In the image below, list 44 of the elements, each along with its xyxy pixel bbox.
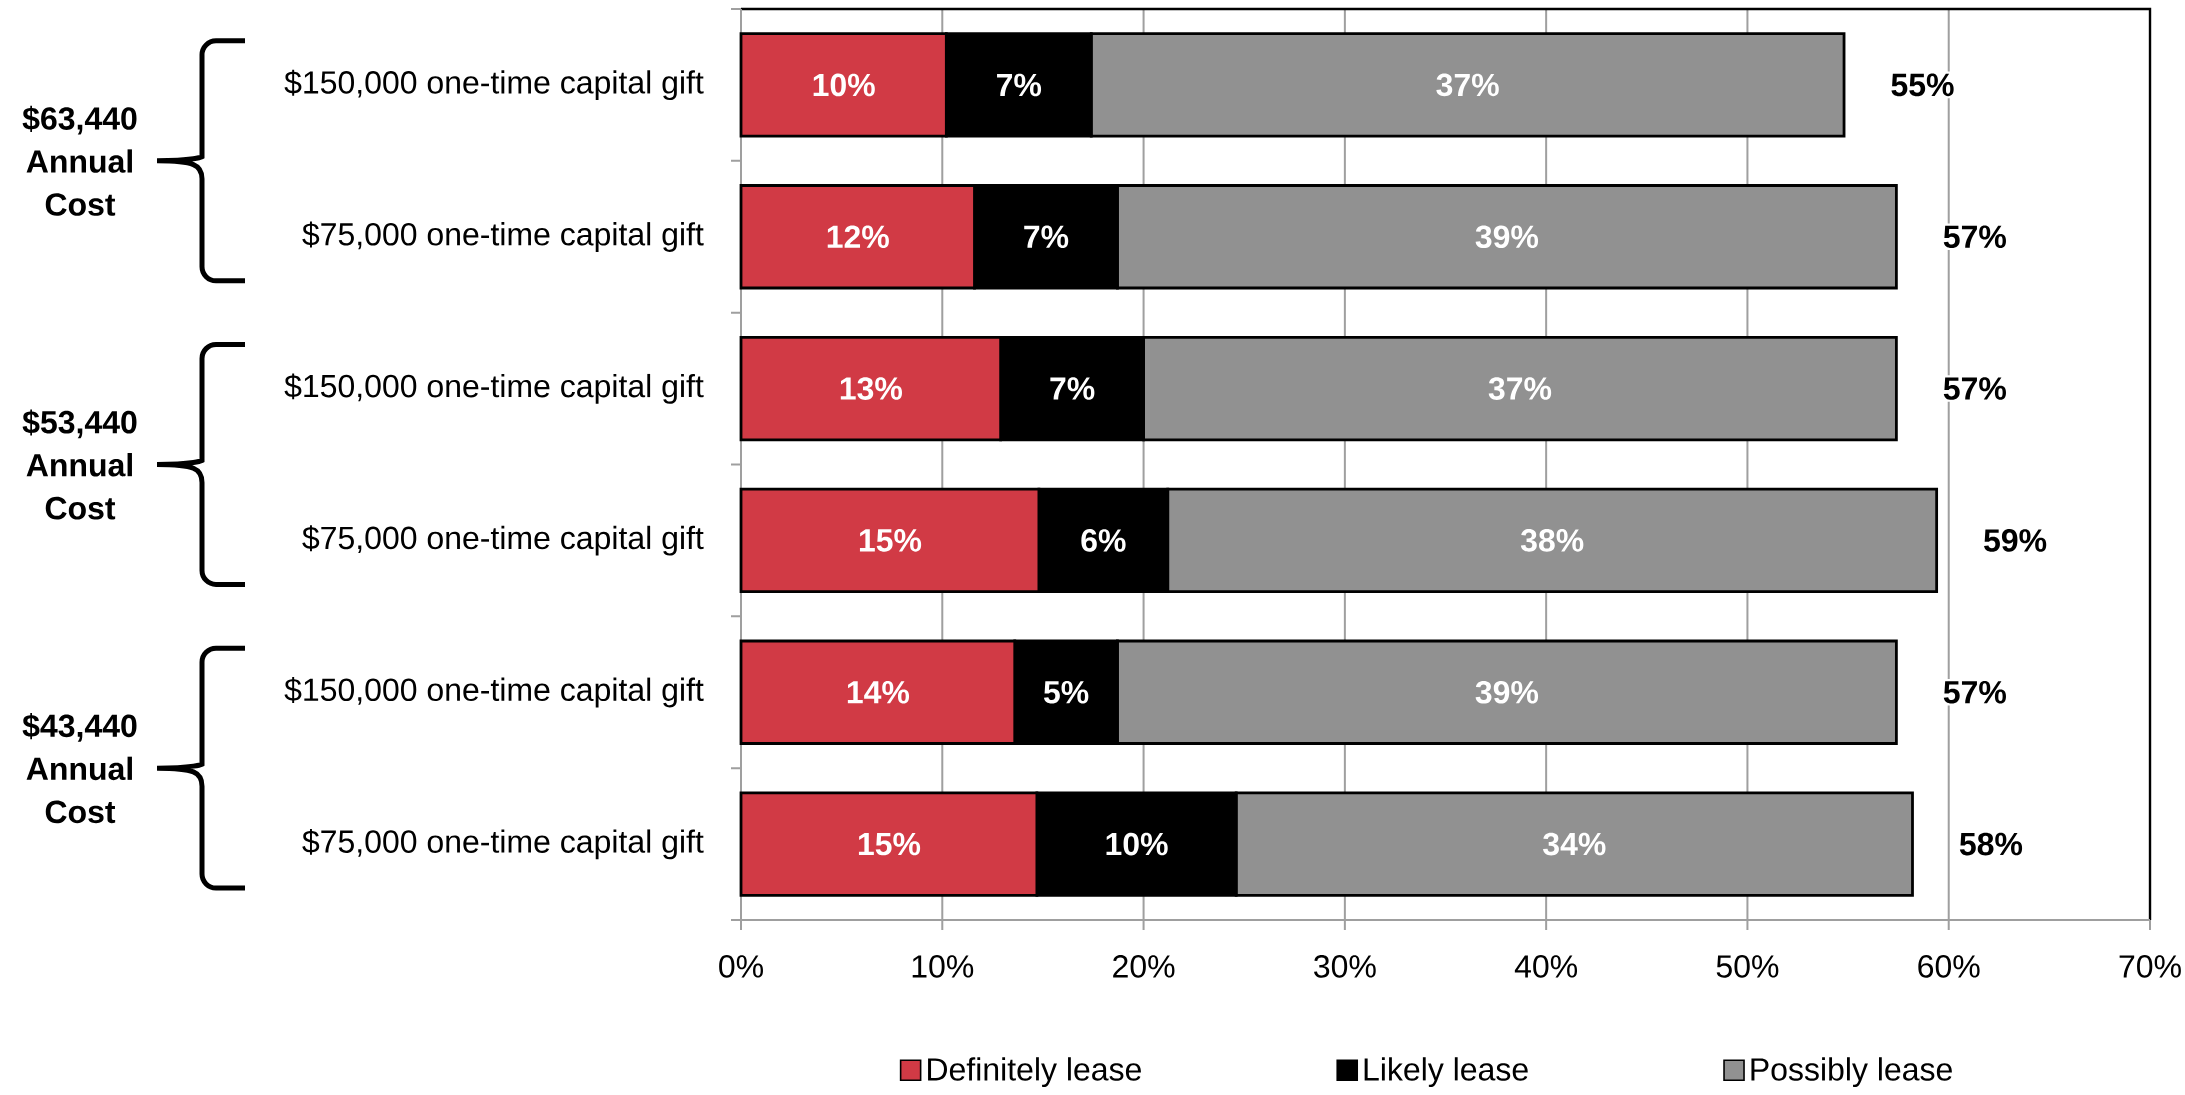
y-tick-label: $75,000 one-time capital gift — [302, 221, 704, 252]
total-label: 58% — [1959, 832, 2023, 856]
x-tick-label: 20% — [1113, 955, 1175, 978]
x-tick-label: 70% — [2119, 955, 2181, 978]
y-tick-label: $150,000 one-time capital gift — [284, 373, 704, 404]
data-label: 37% — [1488, 377, 1552, 400]
data-label: 10% — [813, 73, 875, 97]
data-label: 14% — [847, 680, 910, 704]
y-tick-label: $150,000 one-time capital gift — [284, 69, 704, 101]
data-label: 5% — [1043, 680, 1089, 704]
data-label: 15% — [858, 832, 921, 856]
total-label: 59% — [1984, 529, 2047, 552]
data-label: 7% — [997, 73, 1042, 97]
data-label: 7% — [1024, 225, 1069, 248]
data-label: 39% — [1475, 225, 1539, 249]
text: $53,440 Annual Cost — [22, 409, 137, 520]
legend-label: Definitely lease — [928, 1057, 1141, 1088]
text: $63,440 Annual Cost — [22, 105, 137, 216]
total-label: 57% — [1943, 680, 2006, 704]
y-tick-label: $75,000 one-time capital gift — [302, 828, 704, 860]
data-label: 39% — [1475, 680, 1539, 704]
total-label: 57% — [1943, 377, 2006, 400]
data-label: 10% — [1106, 832, 1168, 856]
x-tick-label: 60% — [1918, 955, 1980, 978]
x-tick-label: 40% — [1514, 955, 1578, 978]
data-label: 6% — [1081, 529, 1126, 552]
text: $43,440 Annual Cost — [22, 713, 137, 824]
data-label: 37% — [1436, 73, 1499, 97]
total-label: 55% — [1891, 73, 1954, 97]
x-tick-label: 0% — [719, 955, 763, 978]
data-label: 15% — [859, 529, 922, 552]
total-label: 57% — [1943, 225, 2006, 249]
data-label: 12% — [827, 225, 889, 249]
data-label: 13% — [840, 377, 902, 400]
data-label: 34% — [1543, 832, 1606, 856]
data-label: 38% — [1520, 529, 1584, 552]
x-tick-label: 30% — [1314, 955, 1376, 978]
y-tick-label: $150,000 one-time capital gift — [284, 677, 704, 708]
data-label: 7% — [1050, 377, 1095, 400]
legend-label: Possibly lease — [1751, 1057, 1952, 1088]
x-tick-label: 50% — [1716, 955, 1779, 978]
y-tick-label: $75,000 one-time capital gift — [302, 525, 704, 556]
x-tick-label: 10% — [912, 955, 974, 978]
legend-label: Likely lease — [1364, 1057, 1528, 1088]
